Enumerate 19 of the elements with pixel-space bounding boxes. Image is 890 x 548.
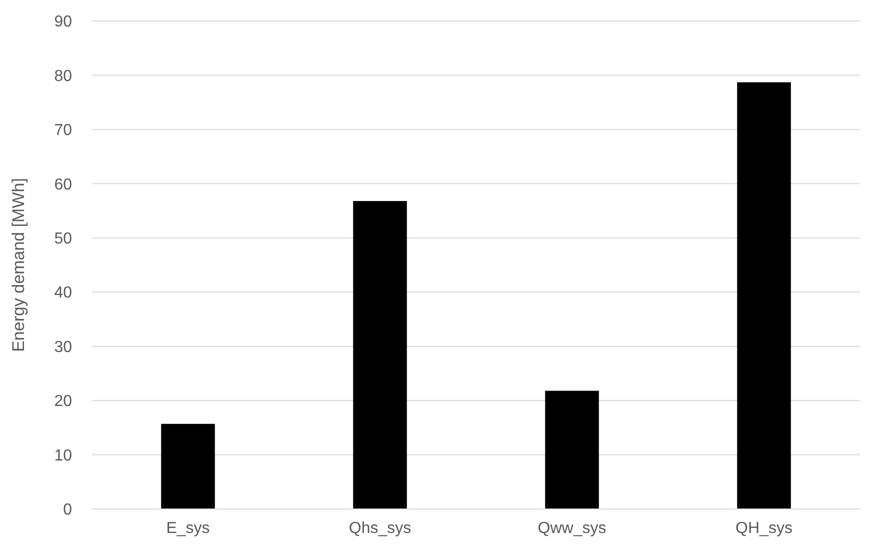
x-tick-label: Qww_sys	[538, 520, 606, 537]
bar	[161, 424, 215, 509]
y-tick-label: 50	[54, 230, 72, 248]
y-tick-label: 60	[54, 176, 72, 194]
y-tick-label: 40	[54, 284, 72, 302]
y-tick-label: 80	[54, 68, 72, 85]
y-tick-label: 70	[54, 122, 72, 140]
y-tick-label: 0	[63, 502, 72, 519]
bar	[545, 390, 599, 509]
x-tick-label: QH_sys	[736, 520, 792, 537]
bar	[353, 201, 407, 509]
bar	[737, 82, 791, 509]
x-tick-label: Qhs_sys	[348, 520, 412, 537]
y-axis-title: Energy demand [MWh]	[9, 178, 28, 352]
y-tick-label: 30	[54, 338, 72, 356]
y-tick-label: 20	[54, 393, 72, 410]
x-tick-label: E_sys	[166, 520, 210, 537]
y-tick-label: 90	[54, 14, 72, 31]
y-tick-label: 10	[54, 447, 72, 464]
